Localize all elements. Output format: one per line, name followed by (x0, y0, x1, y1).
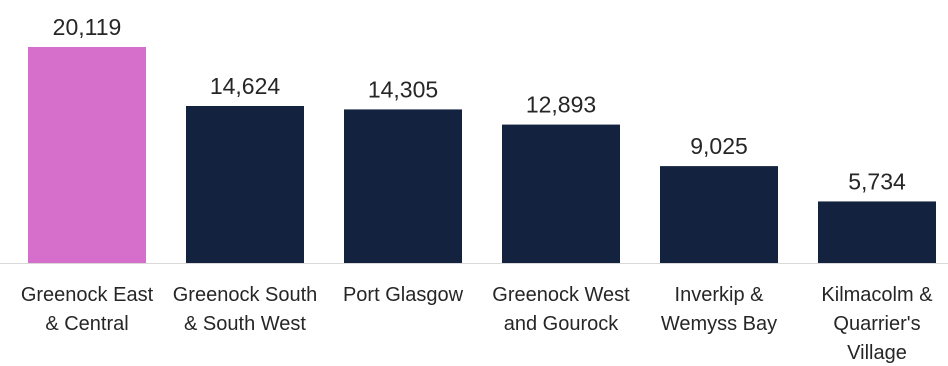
x-tick-label: Port Glasgow (342, 284, 464, 306)
bar (344, 109, 462, 263)
value-label: 14,305 (368, 76, 438, 102)
bar (660, 166, 778, 263)
value-label: 9,025 (690, 133, 748, 159)
value-label: 5,734 (848, 168, 906, 194)
bar (186, 105, 304, 263)
value-label: 20,119 (53, 14, 122, 40)
bar (28, 47, 146, 263)
x-tick-label: Greenock South & South West (172, 284, 318, 335)
value-label: 12,893 (526, 92, 596, 118)
x-tick-label: Kilmacolm & Quarrier's Village (821, 284, 933, 364)
x-tick-label: Greenock West and Gourock (492, 284, 630, 335)
x-tick-label: Greenock East & Central (20, 284, 154, 335)
value-label: 14,624 (210, 73, 281, 99)
bar (818, 201, 936, 263)
bar (502, 124, 620, 264)
x-tick-label: Inverkip & Wemyss Bay (660, 284, 778, 335)
